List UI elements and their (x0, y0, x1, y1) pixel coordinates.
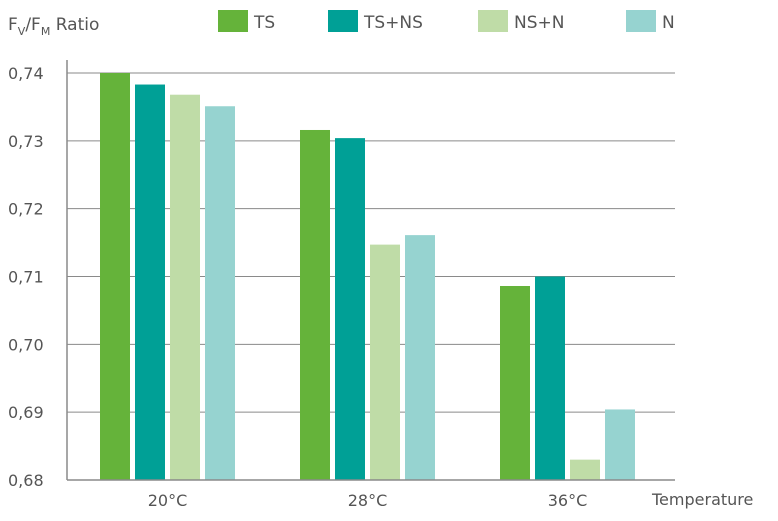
x-tick-label: 28°C (348, 491, 388, 510)
y-tick-label: 0,71 (8, 268, 44, 287)
legend: TS TS+NS NS+N N (218, 10, 675, 33)
bar-n (205, 106, 235, 480)
bar-ts (100, 73, 130, 480)
bar-ts (500, 285, 530, 480)
y-tick-label: 0,74 (8, 64, 44, 83)
legend-label: TS (253, 13, 275, 33)
bars (100, 73, 635, 481)
legend-swatch (626, 10, 656, 32)
y-tick-labels: 0,74 0,73 0,72 0,71 0,70 0,69 0,68 (8, 64, 44, 490)
bar-ts-ns (335, 138, 365, 480)
y-tick-label: 0,72 (8, 200, 44, 219)
bar-ns-n (570, 459, 600, 480)
bar-ts-ns (135, 84, 165, 480)
y-tick-label: 0,69 (8, 403, 44, 422)
y-tick-label: 0,70 (8, 335, 44, 354)
y-axis-title: FV/FM Ratio (8, 15, 99, 38)
bar-ns-n (370, 244, 400, 480)
x-axis-title: Temperature (651, 490, 753, 509)
legend-label: NS+N (514, 13, 564, 33)
x-tick-labels: 20°C 28°C 36°C (148, 491, 588, 510)
y-tick-label: 0,68 (8, 471, 44, 490)
y-tick-label: 0,73 (8, 132, 44, 151)
bar-ns-n (170, 94, 200, 480)
bar-ts-ns (535, 276, 565, 480)
x-tick-label: 36°C (548, 491, 588, 510)
legend-swatch (478, 10, 508, 32)
legend-swatch (218, 10, 248, 32)
legend-swatch (328, 10, 358, 32)
x-tick-label: 20°C (148, 491, 188, 510)
legend-label: N (662, 13, 675, 33)
legend-label: TS+NS (363, 13, 423, 33)
axes (66, 60, 675, 481)
bar-n (405, 235, 435, 480)
bar-n (605, 409, 635, 480)
bar-ts (300, 129, 330, 481)
